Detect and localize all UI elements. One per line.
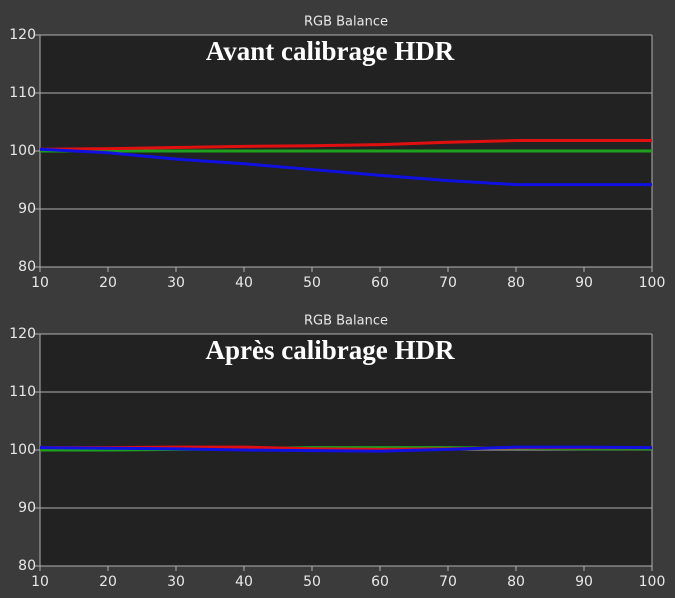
- y-tick-label: 110: [9, 85, 36, 101]
- y-tick-label: 90: [18, 201, 36, 217]
- x-tick-label: 100: [639, 574, 666, 590]
- chart-title: RGB Balance: [304, 15, 388, 30]
- x-tick-label: 10: [31, 574, 49, 590]
- series-line: [39, 445, 653, 453]
- x-tick-label: 50: [303, 574, 321, 590]
- x-tick-label: 70: [439, 574, 457, 590]
- x-tick-label: 100: [639, 275, 666, 291]
- x-tick-label: 20: [99, 574, 117, 590]
- x-tick-label: 20: [99, 275, 117, 291]
- annotation: Avant calibrage HDR: [206, 36, 455, 66]
- x-tick-label: 30: [167, 275, 185, 291]
- x-tick-label: 90: [575, 275, 593, 291]
- chart-title: RGB Balance: [304, 314, 388, 329]
- annotation: Après calibrage HDR: [206, 335, 455, 365]
- x-tick-label: 40: [235, 574, 253, 590]
- x-tick-label: 60: [371, 275, 389, 291]
- y-tick-label: 100: [9, 143, 36, 159]
- y-tick-label: 80: [18, 259, 36, 275]
- x-tick-label: 40: [235, 275, 253, 291]
- x-tick-label: 80: [507, 275, 525, 291]
- x-tick-label: 30: [167, 574, 185, 590]
- x-tick-label: 10: [31, 275, 49, 291]
- y-tick-label: 110: [9, 384, 36, 400]
- x-tick-label: 90: [575, 574, 593, 590]
- x-tick-label: 70: [439, 275, 457, 291]
- y-tick-label: 120: [9, 27, 36, 43]
- x-tick-label: 80: [507, 574, 525, 590]
- y-tick-label: 90: [18, 500, 36, 516]
- y-tick-label: 80: [18, 558, 36, 574]
- series-line: [39, 147, 652, 187]
- series-line: [39, 139, 652, 151]
- y-tick-label: 100: [9, 442, 36, 458]
- x-tick-label: 50: [303, 275, 321, 291]
- x-tick-label: 60: [371, 574, 389, 590]
- y-tick-label: 120: [9, 326, 36, 342]
